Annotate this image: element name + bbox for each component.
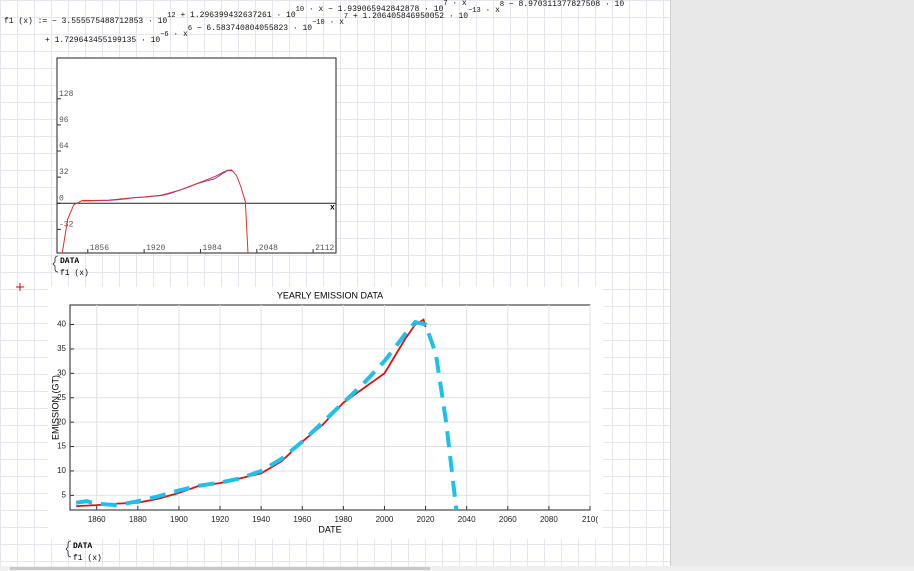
formula-exponent: 8 xyxy=(500,1,504,9)
formula-term: f1 (x) := − 3.555575488712853 · 10 xyxy=(4,17,167,26)
formula-term: + 1.206405846950052 · 10 xyxy=(348,12,468,21)
legend-brace xyxy=(65,540,72,558)
formula-term: · x xyxy=(169,30,188,39)
legend-entry: DATA xyxy=(73,542,92,551)
y-axis-label: EMISSION (GT) xyxy=(50,375,60,440)
x-tick-label: 2048 xyxy=(259,244,278,253)
x-tick-label: 2060 xyxy=(499,515,517,524)
x-tick-label: 2000 xyxy=(376,515,394,524)
series-group xyxy=(75,318,459,510)
formula-line: f1 (x) := − 3.555575488712853 · 1012 + 1… xyxy=(4,0,914,26)
y-tick-label: 64 xyxy=(59,142,69,151)
formula-term: + 1.442728225484198 · 10 xyxy=(471,0,591,2)
y-tick-label: 15 xyxy=(57,442,66,451)
x-tick-label: 1980 xyxy=(334,515,352,524)
formula-exponent: 12 xyxy=(167,12,175,20)
formula-exponent: −6 xyxy=(160,31,168,39)
side-panel xyxy=(670,0,914,566)
x-tick-label: 2112 xyxy=(315,244,334,253)
formula-exponent: 6 xyxy=(188,25,192,33)
formula-term: · x xyxy=(637,0,656,3)
y-tick-label: 128 xyxy=(59,90,74,99)
y-tick-label: 5 xyxy=(62,490,67,499)
y-tick-label: 0 xyxy=(59,194,64,203)
legend-entry: DATA xyxy=(60,257,79,266)
y-tick-label: 30 xyxy=(57,368,66,377)
formula-term: + 1.729643455199135 · 10 xyxy=(45,36,160,45)
plot-frame xyxy=(69,304,591,511)
series-group xyxy=(61,169,249,253)
x-tick-label: 1984 xyxy=(202,244,221,253)
formula-exponent: 10 xyxy=(296,6,304,14)
x-tick-label: 1920 xyxy=(211,515,229,524)
formula-term: + 1.296399432637261 · 10 xyxy=(176,11,296,20)
formula-exponent: −10 xyxy=(312,19,325,27)
y-tick-label: 35 xyxy=(57,344,66,353)
plot-frame xyxy=(56,57,337,254)
formula-exponent: 7 xyxy=(344,13,348,21)
y-tick-label: 20 xyxy=(57,417,66,426)
x-tick-label: 210( xyxy=(582,515,598,524)
x-tick-label: 1856 xyxy=(90,244,109,253)
x-tick-label: 1900 xyxy=(170,515,188,524)
formula-term: − 6.583740804055823 · 10 xyxy=(192,24,312,33)
scrollbar[interactable] xyxy=(0,566,914,571)
y-tick-label: 40 xyxy=(57,320,66,329)
x-axis-label: x xyxy=(330,203,335,212)
formula-exponent: −13 xyxy=(468,7,481,15)
formula-exponent: 2 xyxy=(467,0,471,2)
x-tick-label: 1860 xyxy=(88,515,106,524)
formula-line: + 1.729643455199135 · 10−6 · x6 − 6.5837… xyxy=(45,0,660,45)
x-tick-label: 1960 xyxy=(293,515,311,524)
x-tick-label: 1920 xyxy=(146,244,165,253)
x-tick-label: 1940 xyxy=(252,515,270,524)
x-tick-label: 2020 xyxy=(417,515,435,524)
y-tick-label: 96 xyxy=(59,116,69,125)
formula-exponent: 7 xyxy=(443,0,447,8)
legend-brace xyxy=(52,255,59,273)
series-line xyxy=(75,319,459,510)
x-axis-label: DATE xyxy=(318,524,341,534)
legend-entry: f1 (x) xyxy=(73,554,102,563)
x-tick-label: 2040 xyxy=(458,515,476,524)
chart-title: YEARLY EMISSION DATA xyxy=(277,290,383,300)
formula-exponent: −18 xyxy=(624,0,637,3)
legend-entry: f1 (x) xyxy=(60,269,89,278)
y-tick-label: 32 xyxy=(59,168,69,177)
x-tick-label: 1880 xyxy=(129,515,147,524)
cursor xyxy=(16,283,24,291)
y-tick-label: 25 xyxy=(57,393,66,402)
formula-term: − 8.970311377827508 · 10 xyxy=(504,0,624,9)
formula-term: · x xyxy=(481,6,500,15)
x-tick-label: 2080 xyxy=(540,515,558,524)
scroll-thumb[interactable] xyxy=(10,567,430,570)
y-tick-label: 10 xyxy=(57,466,66,475)
formula-term: · x xyxy=(325,18,344,27)
series-line xyxy=(61,169,249,253)
formula-term: · x xyxy=(448,0,467,8)
formula-term: · x − 1.939065942842878 · 10 xyxy=(304,5,443,14)
